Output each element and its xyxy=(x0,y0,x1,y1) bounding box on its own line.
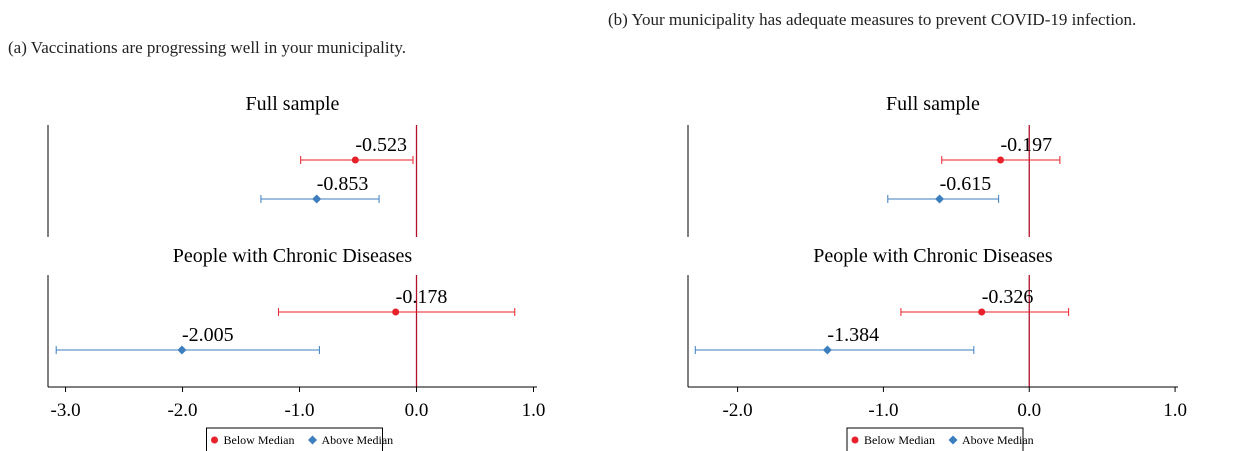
legend-marker xyxy=(948,435,958,445)
caption-a: (a) Vaccinations are progressing well in… xyxy=(8,38,406,57)
legend-label: Above Median xyxy=(962,433,1034,447)
x-tick-label: -3.0 xyxy=(51,400,81,421)
point xyxy=(392,308,400,316)
x-tick-label: 1.0 xyxy=(1163,400,1187,421)
point xyxy=(978,308,986,316)
point xyxy=(351,156,359,164)
legend-marker xyxy=(308,435,317,445)
value-label: -0.178 xyxy=(396,286,448,308)
legend-box xyxy=(206,427,383,451)
caption-b: (b) Your municipality has adequate measu… xyxy=(608,10,1137,29)
legend-label: Below Median xyxy=(864,433,935,447)
x-tick-label: 0.0 xyxy=(405,400,429,421)
legend-box xyxy=(846,427,1024,451)
value-label: -0.326 xyxy=(982,286,1034,308)
x-tick-label: -1.0 xyxy=(284,400,314,421)
panel-title: People with Chronic Diseases xyxy=(813,245,1053,267)
point xyxy=(935,194,945,204)
panel-title: People with Chronic Diseases xyxy=(173,245,413,267)
panel-title: Full sample xyxy=(886,93,980,115)
panel-title: Full sample xyxy=(246,93,340,115)
value-label: -0.853 xyxy=(317,173,369,195)
value-label: -1.384 xyxy=(827,324,879,346)
x-tick-label: 0.0 xyxy=(1017,400,1041,421)
value-label: -0.615 xyxy=(940,173,992,195)
value-label: -2.005 xyxy=(182,324,234,346)
legend-label: Above Median xyxy=(322,433,394,447)
x-tick-label: 1.0 xyxy=(522,400,546,421)
point xyxy=(822,345,832,355)
legend-label: Below Median xyxy=(224,433,295,447)
x-tick-label: -1.0 xyxy=(868,400,898,421)
value-label: -0.197 xyxy=(1001,134,1053,156)
x-tick-label: -2.0 xyxy=(723,400,753,421)
legend-marker xyxy=(851,436,859,444)
point xyxy=(997,156,1005,164)
point xyxy=(177,345,187,355)
x-tick-label: -2.0 xyxy=(167,400,197,421)
legend-marker xyxy=(211,436,218,444)
value-label: -0.523 xyxy=(355,134,407,156)
point xyxy=(312,194,322,204)
